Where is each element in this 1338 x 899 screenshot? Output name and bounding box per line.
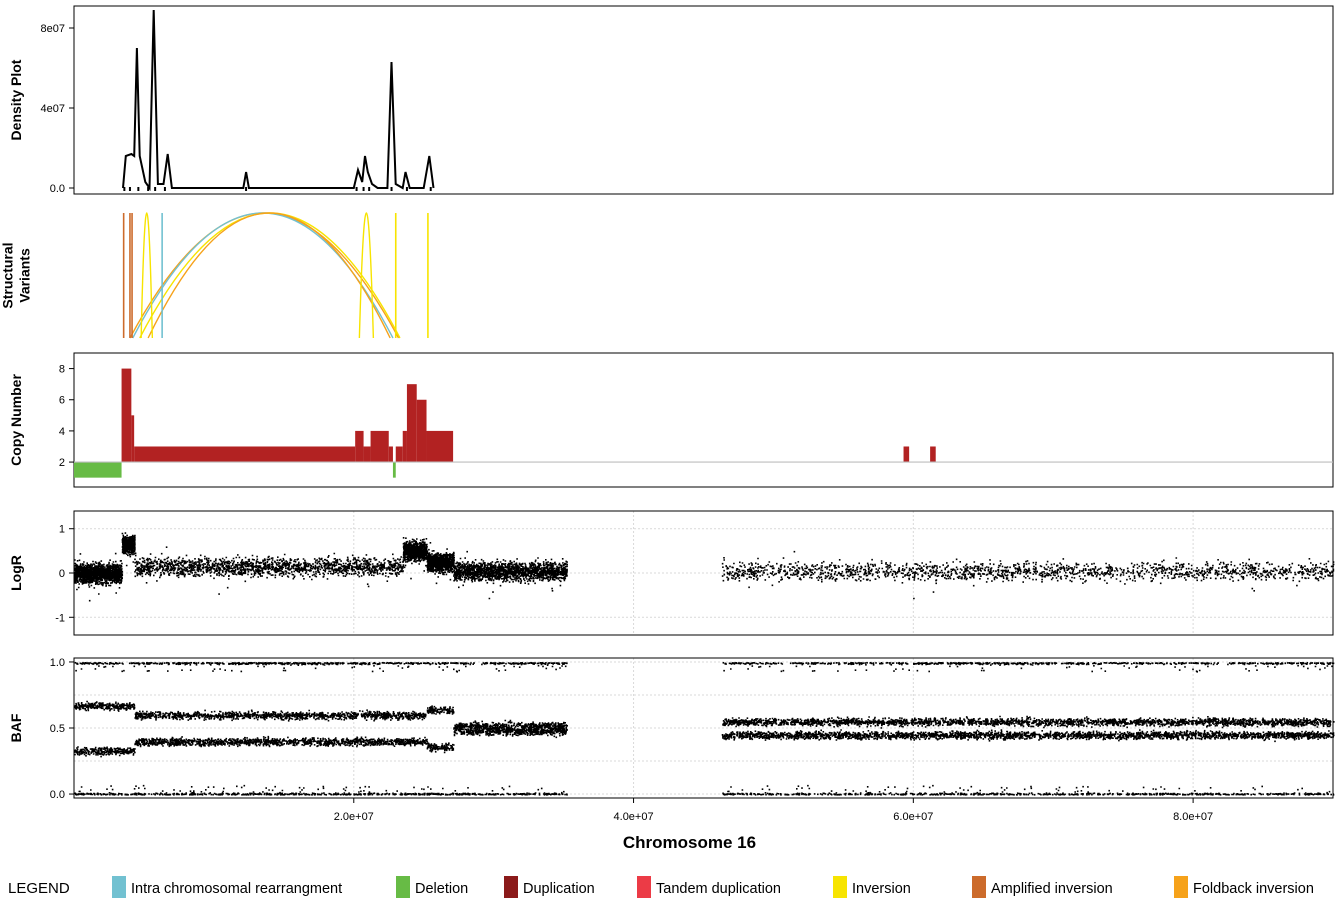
legend-label-6: Foldback inversion — [1193, 881, 1314, 897]
cn-segment-4 — [355, 430, 364, 463]
cn-frame — [73, 352, 1334, 488]
legend-swatch-0 — [112, 876, 126, 898]
legend-label-1: Deletion — [415, 881, 468, 897]
baf-ylabel: BAF — [8, 713, 24, 742]
cn-panel: 2 4 6 8 Copy Number — [8, 352, 1334, 488]
cn-segment-15 — [930, 446, 936, 463]
sv-ylabel-line-1: Variants — [17, 248, 33, 303]
cn-segment-12 — [416, 399, 427, 463]
cn-segment-9 — [395, 446, 403, 463]
sv-arc-3 — [147, 212, 391, 339]
sv-ylabel-line-0: Structural — [0, 242, 16, 308]
sv-ylabel: Structural Variants — [0, 242, 33, 308]
logr-y-tick-label-2: 1 — [59, 524, 65, 536]
sv-arc-5 — [358, 212, 375, 339]
legend: LEGEND Intra chromosomal rearrangment Dele… — [8, 876, 1314, 898]
baf-ylabel-line-0: BAF — [8, 713, 24, 742]
baf-y-tick-label-0: 0.0 — [50, 789, 65, 801]
cn-ylabel: Copy Number — [8, 374, 24, 466]
cn-segment-1 — [121, 368, 132, 463]
cn-y-tick-label-2: 6 — [59, 395, 65, 407]
legend-label-0: Intra chromosomal rearrangment — [131, 881, 342, 897]
density-y-tick-label-0: 0.0 — [50, 183, 65, 195]
cn-segment-2 — [131, 415, 135, 463]
legend-label-3: Tandem duplication — [656, 881, 781, 897]
legend-swatch-6 — [1174, 876, 1188, 898]
cn-segment-11 — [406, 384, 417, 463]
logr-panel: -1 0 1 LogR — [8, 510, 1335, 636]
baf-y-tick-label-2: 1.0 — [50, 657, 65, 669]
x-tick-label-0: 2.0e+07 — [334, 811, 374, 823]
legend-label-4: Inversion — [852, 881, 911, 897]
legend-title: LEGEND — [8, 880, 70, 897]
cn-ylabel-line-0: Copy Number — [8, 374, 24, 466]
cn-segment-14 — [903, 446, 910, 463]
logr-points — [74, 532, 1335, 602]
logr-ylabel-line-0: LogR — [8, 555, 24, 591]
legend-swatch-5 — [972, 876, 986, 898]
cn-y-tick-label-1: 4 — [59, 426, 65, 438]
cn-segment-5 — [363, 446, 371, 463]
cn-segment-13 — [426, 430, 454, 463]
cn-segment-10 — [402, 430, 407, 463]
density-y-tick-label-2: 8e07 — [41, 23, 65, 35]
density-curve — [122, 9, 435, 192]
density-ylabel: Density Plot — [8, 59, 24, 140]
density-frame — [73, 5, 1334, 195]
baf-points — [74, 662, 1335, 796]
density-y-tick-label-1: 4e07 — [41, 103, 65, 115]
x-tick-label-2: 6.0e+07 — [893, 811, 933, 823]
density-panel: 0.0 4e07 8e07 Density Plot — [8, 5, 1334, 195]
cn-segment-7 — [388, 446, 393, 463]
legend-swatch-3 — [637, 876, 651, 898]
sv-panel: Structural Variants — [0, 212, 429, 339]
logr-ylabel: LogR — [8, 555, 24, 591]
cn-y-tick-label-3: 8 — [59, 364, 65, 376]
density-ylabel-line-0: Density Plot — [8, 59, 24, 140]
legend-label-2: Duplication — [523, 881, 595, 897]
cn-segment-6 — [370, 430, 389, 463]
legend-swatch-1 — [396, 876, 410, 898]
logr-y-tick-label-0: -1 — [55, 612, 65, 624]
x-tick-label-1: 4.0e+07 — [614, 811, 654, 823]
cn-y-tick-label-0: 2 — [59, 457, 65, 469]
cn-segment-8 — [392, 462, 396, 478]
x-axis-label: Chromosome 16 — [623, 833, 756, 852]
legend-swatch-2 — [504, 876, 518, 898]
baf-y-tick-label-1: 0.5 — [50, 723, 65, 735]
logr-y-tick-label-1: 0 — [59, 568, 65, 580]
sv-arc-4 — [140, 212, 154, 339]
cn-segment-3 — [134, 446, 356, 463]
baf-panel: 0.0 0.5 1.0 BAF — [8, 657, 1335, 801]
legend-label-5: Amplified inversion — [991, 881, 1113, 897]
x-tick-label-3: 8.0e+07 — [1173, 811, 1213, 823]
cn-segment-0 — [74, 462, 122, 478]
legend-swatch-4 — [833, 876, 847, 898]
